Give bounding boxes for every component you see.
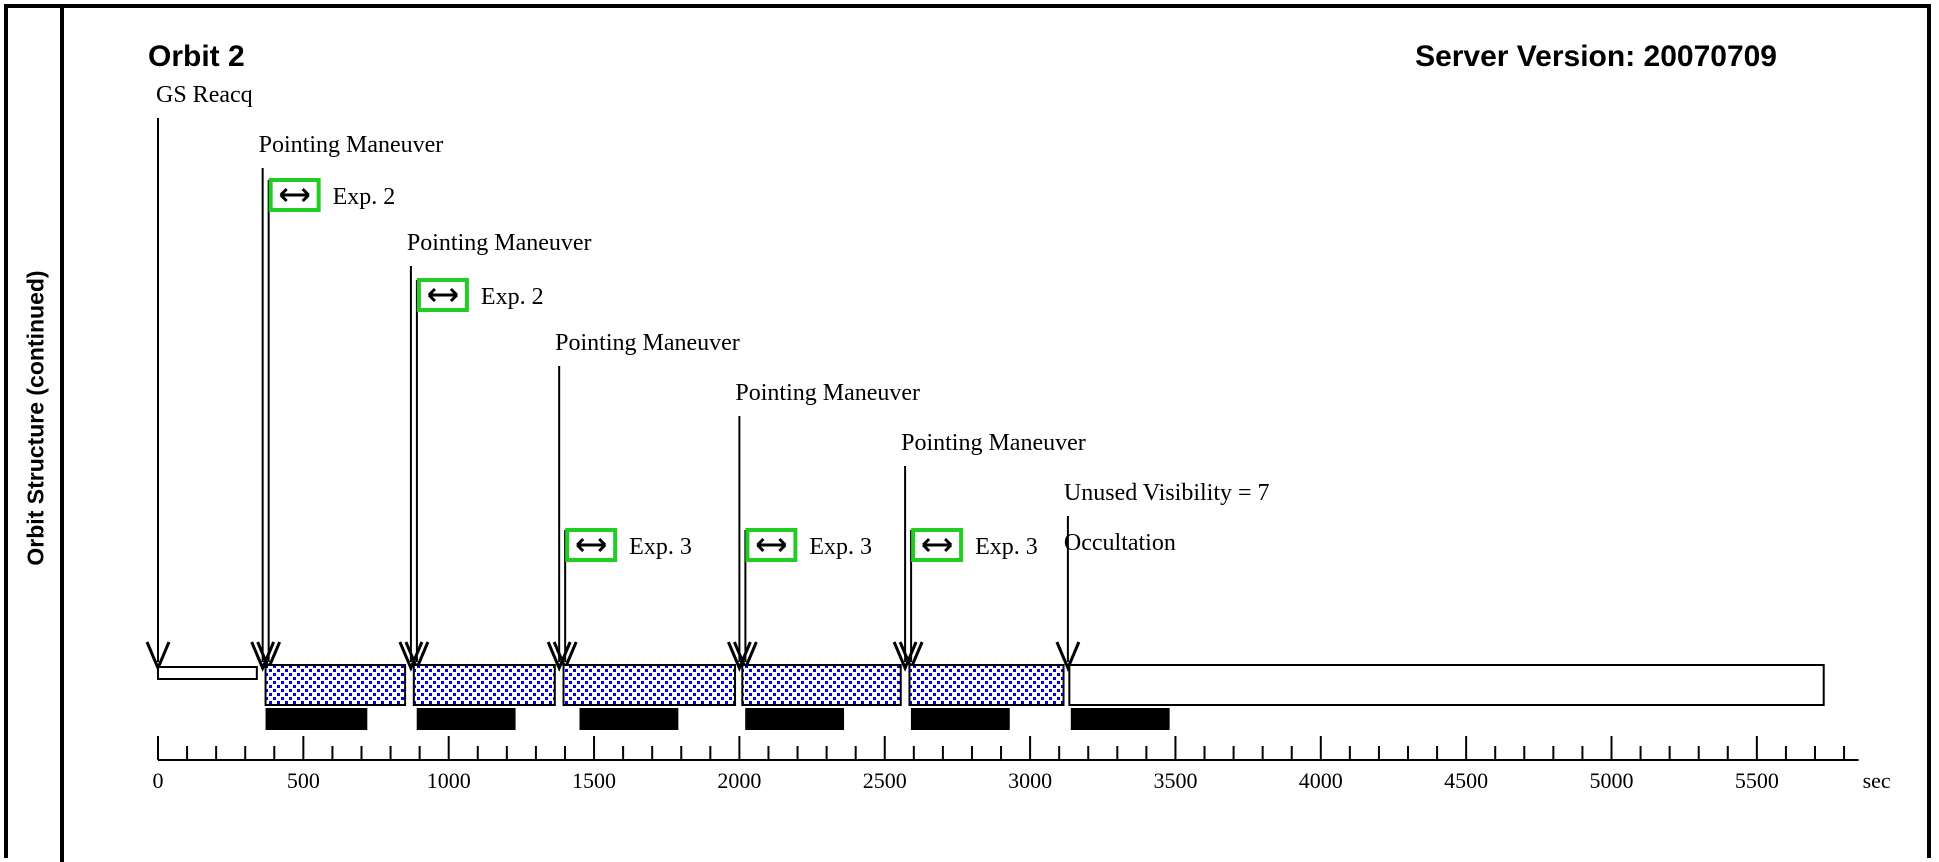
event-label: Pointing Maneuver (901, 430, 1086, 456)
sidebar-panel: Orbit Structure (continued) (8, 8, 64, 862)
event-label: Pointing Maneuver (407, 230, 592, 256)
overhead-bar (265, 708, 368, 730)
event-label: Pointing Maneuver (735, 380, 920, 406)
overhead-bar (910, 708, 1010, 730)
visibility-block (157, 666, 258, 680)
double-arrow-icon (922, 537, 953, 553)
exposure-block (908, 664, 1065, 706)
axis-tick-label: 0 (153, 768, 164, 793)
event-label: Pointing Maneuver (555, 330, 740, 356)
overhead-bar (416, 708, 516, 730)
orbit-frame: Orbit Structure (continued) (4, 4, 1931, 862)
event-arrow (892, 641, 918, 672)
axis-tick-label: 3000 (1008, 768, 1052, 793)
event-arrow (546, 641, 572, 672)
exposure-block (562, 664, 737, 706)
event-arrow (250, 641, 276, 672)
axis-tick-label: 2500 (863, 768, 907, 793)
axis-unit-label: sec (1863, 768, 1891, 793)
event-arrow (1055, 641, 1081, 672)
double-arrow-icon (279, 187, 310, 203)
exposure-box-icon (745, 528, 798, 562)
axis-tick-label: 5500 (1735, 768, 1779, 793)
double-arrow-icon (576, 537, 607, 553)
overhead-bar (579, 708, 679, 730)
event-label: Pointing Maneuver (259, 132, 444, 158)
double-arrow-icon (756, 537, 787, 553)
event-label: Occultation (1064, 530, 1176, 556)
exposure-block (741, 664, 902, 706)
overhead-bar (745, 708, 845, 730)
exposure-block (264, 664, 407, 706)
overhead-bar (1070, 708, 1170, 730)
event-label: GS Reacq (156, 82, 253, 108)
orbit-title: Orbit 2 (148, 40, 245, 73)
event-arrow (398, 641, 424, 672)
exposure-label: Exp. 3 (975, 534, 1038, 560)
double-arrow-icon (427, 287, 458, 303)
axis-tick-label: 4500 (1444, 768, 1488, 793)
event-arrow (727, 641, 752, 672)
axis-tick-label: 3500 (1153, 768, 1197, 793)
exposure-label: Exp. 2 (481, 284, 544, 310)
axis-tick-label: 1500 (572, 768, 616, 793)
exposure-label: Exp. 3 (809, 534, 872, 560)
exposure-label: Exp. 2 (333, 184, 396, 210)
axis-tick-label: 4000 (1299, 768, 1343, 793)
axis-tick-label: 1000 (427, 768, 471, 793)
exposure-block (412, 664, 556, 706)
axis-tick-label: 5000 (1590, 768, 1634, 793)
server-version: Server Version: 20070709 (1415, 40, 1777, 73)
visibility-block (1068, 664, 1825, 706)
axis-tick-label: 500 (287, 768, 320, 793)
axis-tick-label: 2000 (717, 768, 761, 793)
event-label: Unused Visibility = 7 (1064, 480, 1270, 506)
exposure-label: Exp. 3 (629, 534, 692, 560)
